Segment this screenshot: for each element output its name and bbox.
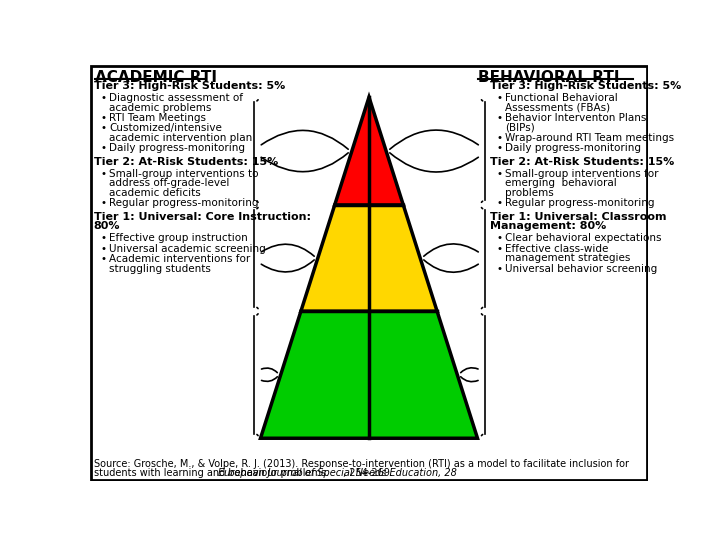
Text: •: • xyxy=(100,254,106,264)
Text: •: • xyxy=(100,93,106,103)
Text: •: • xyxy=(496,198,502,208)
Text: Tier 3: High-Risk Students: 5%: Tier 3: High-Risk Students: 5% xyxy=(94,81,285,91)
Text: Small-group interventions to: Small-group interventions to xyxy=(109,168,259,179)
Text: Behavior Interventon Plans: Behavior Interventon Plans xyxy=(505,113,647,123)
Text: academic deficits: academic deficits xyxy=(109,188,201,198)
Text: emerging  behavioral: emerging behavioral xyxy=(505,178,617,188)
Polygon shape xyxy=(335,97,403,205)
Text: Assessments (FBAs): Assessments (FBAs) xyxy=(505,103,611,112)
Text: •: • xyxy=(496,113,502,123)
Text: Daily progress-monitoring: Daily progress-monitoring xyxy=(109,143,246,153)
Text: European Journal of Special Needs Education, 28: European Journal of Special Needs Educat… xyxy=(218,468,456,478)
Text: ACADEMIC RTI: ACADEMIC RTI xyxy=(94,70,217,85)
Text: •: • xyxy=(100,113,106,123)
Polygon shape xyxy=(301,205,437,311)
Text: Regular progress-monitoring: Regular progress-monitoring xyxy=(505,198,655,208)
Text: problems: problems xyxy=(505,188,554,198)
Polygon shape xyxy=(261,311,477,438)
Text: Effective class-wide: Effective class-wide xyxy=(505,244,609,254)
Text: BEHAVIORAL RTI: BEHAVIORAL RTI xyxy=(477,70,619,85)
Text: Effective group instruction: Effective group instruction xyxy=(109,233,248,244)
Text: Clear behavioral expectations: Clear behavioral expectations xyxy=(505,233,662,244)
Text: struggling students: struggling students xyxy=(109,264,211,274)
Text: Tier 1: Universal: Core Instruction:: Tier 1: Universal: Core Instruction: xyxy=(94,212,311,222)
Text: management strategies: management strategies xyxy=(505,253,631,264)
Text: •: • xyxy=(100,244,106,254)
Text: (BIPs): (BIPs) xyxy=(505,123,535,132)
Text: Functional Behavioral: Functional Behavioral xyxy=(505,93,618,103)
Text: Diagnostic assessment of: Diagnostic assessment of xyxy=(109,93,243,103)
Text: Source: Grosche, M., & Volpe, R. J. (2013). Response-to-intervention (RTI) as a : Source: Grosche, M., & Volpe, R. J. (201… xyxy=(94,459,629,469)
Text: •: • xyxy=(100,143,106,153)
Text: Academic interventions for: Academic interventions for xyxy=(109,254,251,264)
Text: address off-grade-level: address off-grade-level xyxy=(109,178,230,188)
Text: Customized/intensive: Customized/intensive xyxy=(109,123,222,133)
Text: Tier 2: At-Risk Students: 15%: Tier 2: At-Risk Students: 15% xyxy=(94,157,278,167)
Text: •: • xyxy=(496,233,502,244)
Text: •: • xyxy=(100,233,106,244)
Text: •: • xyxy=(496,168,502,179)
Text: Tier 1: Universal: Classroom: Tier 1: Universal: Classroom xyxy=(490,212,667,222)
Text: •: • xyxy=(496,264,502,274)
Text: •: • xyxy=(496,143,502,153)
Text: academic problems: academic problems xyxy=(109,103,212,112)
Text: Universal academic screening: Universal academic screening xyxy=(109,244,266,254)
Text: Daily progress-monitoring: Daily progress-monitoring xyxy=(505,143,642,153)
Text: •: • xyxy=(496,133,502,143)
Text: •: • xyxy=(100,168,106,179)
Text: Universal behavior screening: Universal behavior screening xyxy=(505,264,657,274)
Text: •: • xyxy=(496,244,502,254)
Text: , 254-269.: , 254-269. xyxy=(343,468,393,478)
Text: 80%: 80% xyxy=(94,221,120,232)
Text: Wrap-around RTI Team meetings: Wrap-around RTI Team meetings xyxy=(505,133,675,143)
Text: students with learning and behaviour problems.: students with learning and behaviour pro… xyxy=(94,468,332,478)
Text: Small-group interventions for: Small-group interventions for xyxy=(505,168,659,179)
Text: •: • xyxy=(496,93,502,103)
Text: Regular progress-monitoring: Regular progress-monitoring xyxy=(109,198,259,208)
Text: •: • xyxy=(100,198,106,208)
Text: Management: 80%: Management: 80% xyxy=(490,221,606,232)
Text: •: • xyxy=(100,123,106,133)
Text: Tier 2: At-Risk Students: 15%: Tier 2: At-Risk Students: 15% xyxy=(490,157,674,167)
Text: academic intervention plan: academic intervention plan xyxy=(109,133,253,143)
Text: Tier 3: High-Risk Students: 5%: Tier 3: High-Risk Students: 5% xyxy=(490,81,681,91)
Text: RTI Team Meetings: RTI Team Meetings xyxy=(109,113,207,123)
